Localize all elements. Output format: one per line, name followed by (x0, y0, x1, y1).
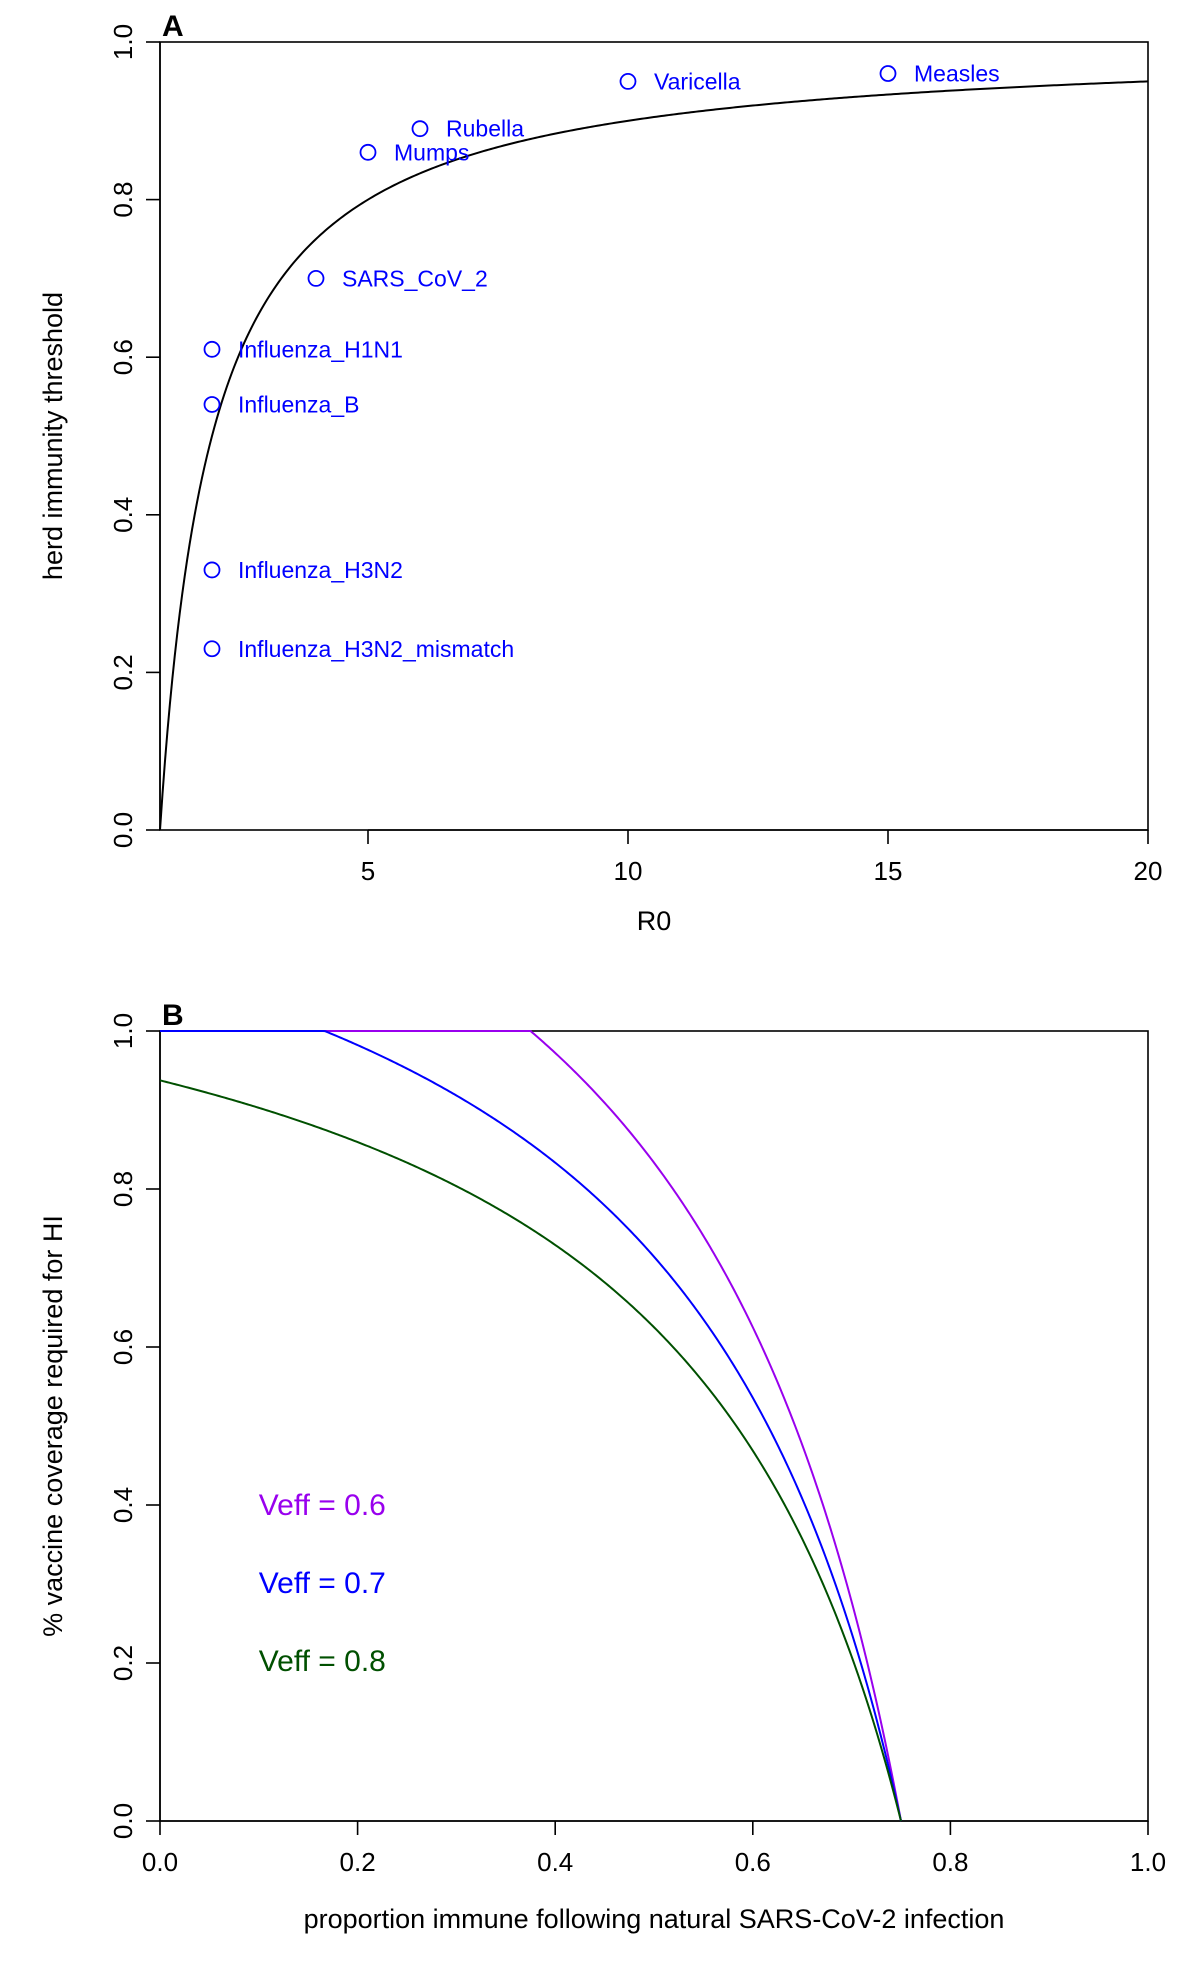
y-tick-label: 0.6 (108, 339, 138, 375)
legend-entry: Veff = 0.6 (259, 1489, 386, 1522)
x-tick-label: 1.0 (1130, 1847, 1166, 1877)
x-tick-label: 5 (361, 856, 375, 886)
point-label: Rubella (446, 116, 524, 142)
x-axis-label: proportion immune following natural SARS… (304, 1904, 1005, 1934)
y-tick-label: 0.0 (108, 812, 138, 848)
data-point (203, 340, 221, 358)
x-tick-label: 0.4 (537, 1847, 573, 1877)
threshold-curve (159, 80, 1149, 831)
y-tick-label: 0.2 (108, 1645, 138, 1681)
panel-letter: A (162, 10, 184, 43)
y-tick-label: 0.2 (108, 654, 138, 690)
x-tick-label: 15 (874, 856, 903, 886)
y-tick-label: 0.8 (108, 1171, 138, 1207)
y-tick-label: 0.4 (108, 1487, 138, 1523)
y-tick-label: 0.8 (108, 182, 138, 218)
data-point (879, 65, 897, 82)
x-tick-label: 0.2 (340, 1847, 376, 1877)
y-tick-label: 1.0 (108, 1013, 138, 1049)
point-label: Influenza_H3N2 (238, 557, 403, 583)
x-axis-label: R0 (637, 906, 672, 936)
point-label: Varicella (654, 68, 741, 94)
plot-frame (159, 1030, 1149, 1822)
y-axis-label: % vaccine coverage required for HI (38, 1215, 68, 1637)
y-axis-label: herd immunity threshold (38, 292, 68, 580)
point-label: Influenza_B (238, 391, 359, 417)
point-label: Influenza_H3N2_mismatch (238, 636, 514, 662)
panel-b: 0.0 0.2 0.4 0.6 0.8 1.0 0.0 0.2 0.4 0.6 0.8 1.0 prop… (38, 999, 1166, 1934)
data-point (359, 143, 377, 161)
x-tick-label: 0.0 (142, 1847, 178, 1877)
series-line (160, 1030, 902, 1822)
point-label: Mumps (394, 139, 469, 165)
y-tick-label: 0.6 (108, 1329, 138, 1365)
plot-frame (159, 41, 1149, 831)
y-tick-label: 0.0 (108, 1803, 138, 1839)
x-tick-label: 20 (1134, 856, 1163, 886)
panel-letter: B (162, 999, 184, 1032)
x-tick-label: 10 (614, 856, 643, 886)
point-label: Measles (914, 61, 1000, 87)
legend-entry: Veff = 0.8 (259, 1645, 386, 1678)
point-label: Influenza_H1N1 (238, 336, 403, 362)
y-tick-label: 1.0 (108, 24, 138, 60)
panel-a: 5 10 15 20 0.0 0.2 0.4 0.6 0.8 1.0 R0 herd immunity… (38, 10, 1162, 936)
legend-entry: Veff = 0.7 (259, 1567, 386, 1600)
point-label: SARS_CoV_2 (342, 265, 488, 291)
data-point (411, 120, 429, 138)
y-tick-label: 0.4 (108, 497, 138, 533)
data-point (203, 396, 221, 413)
data-point (203, 561, 221, 579)
series-line (159, 1079, 902, 1822)
data-point (619, 73, 637, 90)
data-point (203, 640, 221, 658)
x-tick-label: 0.8 (932, 1847, 968, 1877)
x-tick-label: 0.6 (735, 1847, 771, 1877)
series-line (160, 1030, 902, 1822)
data-point (307, 269, 325, 287)
